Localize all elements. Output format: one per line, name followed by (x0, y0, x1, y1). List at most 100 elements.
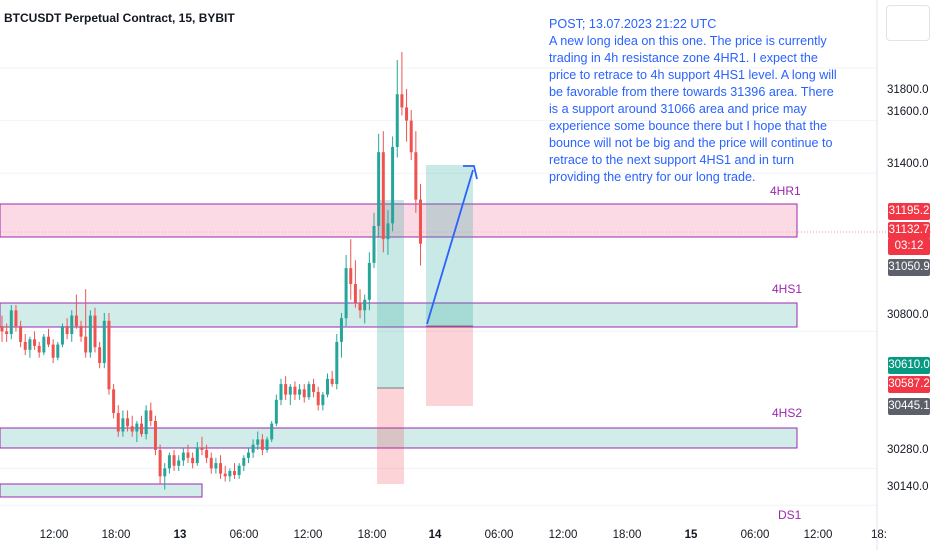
candle-body (367, 262, 371, 300)
candlestick-series (0, 52, 422, 490)
candle-body (284, 384, 288, 395)
candle-body (381, 152, 385, 240)
price-badge-stop-1: 30587.2 (888, 376, 930, 393)
candle-body (60, 326, 64, 345)
candle-body (181, 452, 185, 461)
x-tick-label: 18:00 (357, 529, 387, 541)
candle-body (298, 389, 302, 395)
candle-body (414, 152, 418, 200)
candle-body (302, 389, 306, 398)
candle-body (158, 449, 162, 477)
y-tick-label: 31800.0 (887, 84, 929, 96)
candle-body (195, 447, 199, 464)
candle-body (209, 457, 213, 469)
candle-body (37, 345, 41, 353)
price-badge-entry: 30610.0 (888, 357, 930, 374)
candle-body (19, 326, 23, 342)
x-tick-label: 06:00 (484, 529, 514, 541)
candle-body (74, 315, 78, 327)
y-tick-label: 30140.0 (887, 481, 929, 493)
candle-body (400, 94, 404, 108)
zone-label-ds1: DS1 (778, 508, 802, 522)
candle-body (126, 418, 130, 427)
candle-body (274, 399, 278, 424)
tradingview-logo-icon[interactable] (886, 5, 930, 41)
candle-body (9, 310, 13, 335)
y-tick-label: 31400.0 (887, 158, 929, 170)
candle-body (167, 455, 171, 469)
x-tick-label: 18:00 (101, 529, 131, 541)
candle-body (214, 463, 218, 469)
position-loss-left[interactable] (377, 388, 404, 484)
zone-4hr1[interactable] (0, 203, 798, 238)
zone-label-4hs2: 4HS2 (772, 406, 803, 420)
candle-body (335, 341, 339, 385)
candle-body (293, 386, 297, 395)
candle-body (84, 336, 88, 353)
candle-body (102, 320, 106, 363)
chart-title: BTCUSDT Perpetual Contract, 15, BYBIT (4, 11, 235, 25)
candle-body (121, 418, 125, 432)
candle-body (363, 299, 367, 311)
zone-4hs1[interactable] (0, 302, 798, 328)
candle-body (344, 268, 348, 319)
x-tick-label: 13 (173, 529, 187, 541)
candle-body (107, 320, 111, 390)
y-tick-label: 30280.0 (887, 444, 929, 456)
y-tick-label: 31600.0 (887, 106, 929, 118)
position-profit-left[interactable] (377, 200, 404, 388)
x-tick-label: 12:00 (39, 529, 69, 541)
candle-body (144, 410, 148, 435)
x-tick-label: 12:00 (548, 529, 578, 541)
target-arrow-head (463, 165, 478, 180)
candle-body (326, 378, 329, 395)
candle-body (353, 283, 357, 303)
candle-body (349, 268, 353, 284)
candle-body (98, 347, 102, 363)
x-tick-label: 15 (684, 529, 698, 541)
candle-body (42, 336, 46, 353)
candle-body (358, 302, 362, 311)
note-body: A new long idea on this one. The price i… (549, 34, 837, 184)
candle-body (172, 455, 176, 466)
candle-body (246, 452, 250, 458)
x-tick-label: 06:00 (229, 529, 259, 541)
candle-body (23, 341, 27, 350)
candle-body (270, 423, 274, 440)
candle-body (65, 326, 69, 335)
candle-body (391, 146, 395, 224)
long-position-loss[interactable] (426, 326, 473, 406)
y-tick-label: 30800.0 (887, 309, 929, 321)
price-grid (0, 67, 877, 506)
candle-body (93, 315, 97, 348)
candle-body (279, 384, 283, 400)
candle-body (149, 410, 153, 421)
zone-ds1[interactable] (0, 483, 203, 498)
candle-body (339, 318, 343, 342)
idea-note[interactable]: POST; 13.07.2023 21:22 UTC A new long id… (549, 16, 839, 186)
x-tick-label: 12:00 (293, 529, 323, 541)
price-badge-4hr1-top: 31195.2 (888, 203, 930, 220)
candle-body (200, 447, 204, 450)
candle-body (419, 199, 422, 244)
price-badge-support: 31050.9 (888, 259, 930, 276)
candle-body (135, 423, 139, 432)
zone-4hs2[interactable] (0, 427, 798, 449)
candle-body (140, 423, 143, 435)
x-tick-label: 18:00 (612, 529, 642, 541)
candle-body (395, 94, 399, 147)
candle-body (219, 463, 223, 474)
candle-body (70, 315, 74, 335)
candle-body (307, 384, 311, 398)
candle-body (0, 326, 4, 332)
target-arrow-line[interactable] (426, 169, 474, 325)
x-tick-label: 18: (871, 529, 887, 541)
x-tick-label: 14 (428, 529, 442, 541)
candle-body (112, 389, 116, 414)
candle-body (205, 449, 209, 458)
candle-body (409, 120, 413, 153)
candle-body (51, 344, 55, 358)
candle-body (228, 471, 232, 477)
x-tick-label: 06:00 (740, 529, 770, 541)
